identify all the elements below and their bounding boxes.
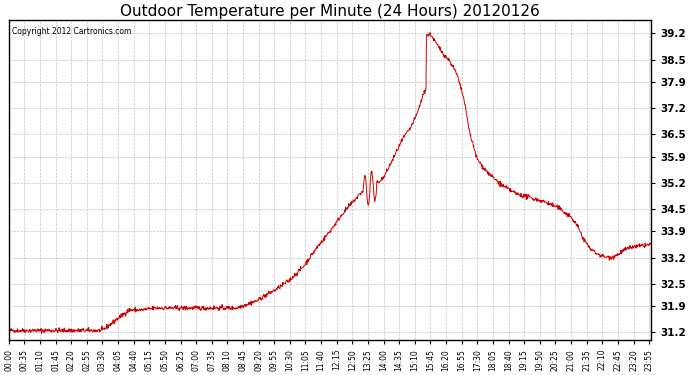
Title: Outdoor Temperature per Minute (24 Hours) 20120126: Outdoor Temperature per Minute (24 Hours…	[120, 4, 540, 19]
Text: Copyright 2012 Cartronics.com: Copyright 2012 Cartronics.com	[12, 27, 131, 36]
